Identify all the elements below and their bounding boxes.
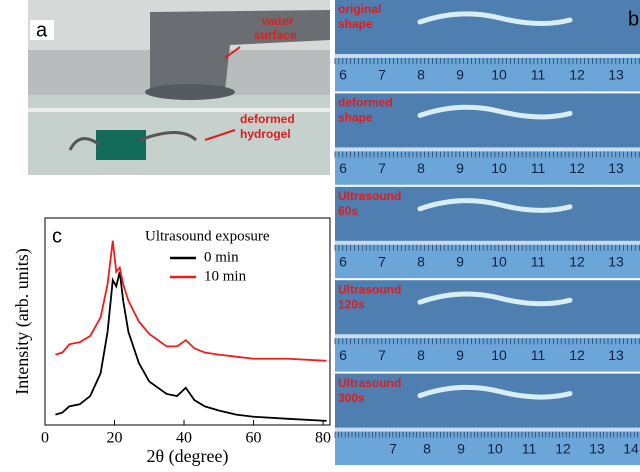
panel-label: c bbox=[52, 225, 62, 247]
panel-label: a bbox=[36, 19, 48, 41]
ruler-number: 13 bbox=[608, 347, 624, 363]
ruler-number: 12 bbox=[569, 347, 585, 363]
ruler-number: 9 bbox=[456, 67, 464, 83]
transducer-head bbox=[145, 84, 235, 100]
caption: Ultrasound bbox=[338, 376, 401, 390]
ruler-number: 9 bbox=[457, 440, 465, 456]
caption: shape bbox=[338, 111, 373, 125]
clip bbox=[96, 130, 146, 160]
annotation: deformed bbox=[240, 112, 295, 126]
ruler-number: 10 bbox=[491, 67, 507, 83]
ruler-number: 7 bbox=[389, 440, 397, 456]
x-tick-label: 40 bbox=[176, 430, 192, 447]
figure: a water surface deformed hydrogel c b or… bbox=[0, 0, 640, 467]
ruler-number: 13 bbox=[608, 67, 624, 83]
ruler-number: 12 bbox=[569, 67, 585, 83]
ruler-number: 8 bbox=[417, 347, 425, 363]
ruler-number: 12 bbox=[555, 440, 571, 456]
plot-frame bbox=[45, 218, 330, 425]
ruler-number: 8 bbox=[423, 440, 431, 456]
ruler-number: 11 bbox=[531, 160, 546, 176]
legend-title: Ultrasound exposure bbox=[145, 228, 270, 244]
x-tick-label: 60 bbox=[246, 430, 262, 447]
panel-label: b bbox=[628, 8, 639, 30]
ruler-number: 6 bbox=[339, 160, 347, 176]
ruler-number: 10 bbox=[491, 347, 507, 363]
ruler-number: 11 bbox=[531, 67, 546, 83]
ruler-edge bbox=[335, 334, 640, 338]
ruler-number: 6 bbox=[339, 67, 347, 83]
ruler-number: 8 bbox=[417, 254, 425, 270]
ruler-edge bbox=[335, 428, 640, 432]
caption: deformed bbox=[338, 96, 393, 110]
y-axis-label: Intensity (arb. units) bbox=[12, 248, 33, 394]
caption: Ultrasound bbox=[338, 282, 401, 296]
ruler-number: 7 bbox=[378, 347, 386, 363]
ruler-number: 11 bbox=[522, 440, 537, 456]
ruler-number: 14 bbox=[623, 440, 639, 456]
annotation: surface bbox=[254, 28, 297, 42]
ruler-number: 6 bbox=[339, 254, 347, 270]
x-tick-label: 20 bbox=[107, 430, 123, 447]
ruler-number: 13 bbox=[608, 254, 624, 270]
ruler-number: 12 bbox=[569, 160, 585, 176]
annotation: hydrogel bbox=[240, 127, 291, 141]
annotation: water bbox=[261, 14, 294, 28]
ruler-number: 9 bbox=[456, 254, 464, 270]
ruler-number: 6 bbox=[339, 347, 347, 363]
caption: shape bbox=[338, 17, 373, 31]
caption: 120s bbox=[338, 297, 365, 311]
ruler-number: 9 bbox=[456, 160, 464, 176]
legend-label: 0 min bbox=[204, 249, 239, 265]
ruler-edge bbox=[335, 147, 640, 151]
x-tick-label: 0 bbox=[41, 430, 49, 447]
ruler-edge bbox=[335, 54, 640, 58]
x-tick-label: 80 bbox=[315, 430, 331, 447]
ruler-number: 12 bbox=[569, 254, 585, 270]
x-axis-label: 2θ (degree) bbox=[146, 446, 228, 467]
caption: Ultrasound bbox=[338, 189, 401, 203]
photo-a: a water surface deformed hydrogel bbox=[28, 0, 330, 175]
ruler-number: 10 bbox=[487, 440, 503, 456]
caption: original bbox=[338, 2, 381, 16]
ruler-number: 10 bbox=[491, 160, 507, 176]
caption: 300s bbox=[338, 391, 365, 405]
ruler-number: 13 bbox=[589, 440, 605, 456]
ruler-number: 7 bbox=[378, 67, 386, 83]
ruler-number: 8 bbox=[417, 160, 425, 176]
ruler-number: 8 bbox=[417, 67, 425, 83]
legend-label: 10 min bbox=[204, 268, 247, 284]
ruler-number: 10 bbox=[491, 254, 507, 270]
ruler-number: 13 bbox=[608, 160, 624, 176]
ruler-number: 7 bbox=[378, 160, 386, 176]
ruler-number: 9 bbox=[456, 347, 464, 363]
ruler-edge bbox=[335, 241, 640, 245]
ruler-number: 11 bbox=[531, 347, 546, 363]
ruler-number: 11 bbox=[531, 254, 546, 270]
ruler-number: 7 bbox=[378, 254, 386, 270]
caption: 60s bbox=[338, 204, 358, 218]
